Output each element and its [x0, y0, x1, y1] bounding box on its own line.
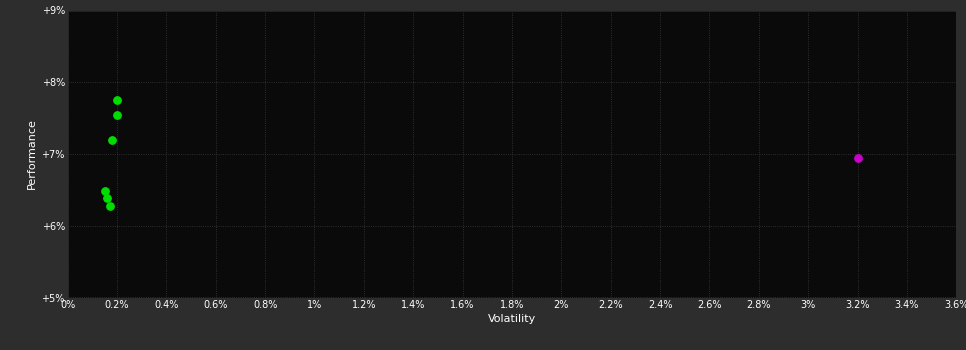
- Point: [850, 155, 866, 160]
- Point: [99, 196, 115, 201]
- X-axis label: Volatility: Volatility: [488, 314, 536, 324]
- Point: [97, 189, 112, 194]
- Point: [104, 137, 120, 142]
- Y-axis label: Performance: Performance: [27, 119, 38, 189]
- Point: [109, 97, 125, 103]
- Point: [109, 112, 125, 117]
- Point: [101, 203, 117, 209]
